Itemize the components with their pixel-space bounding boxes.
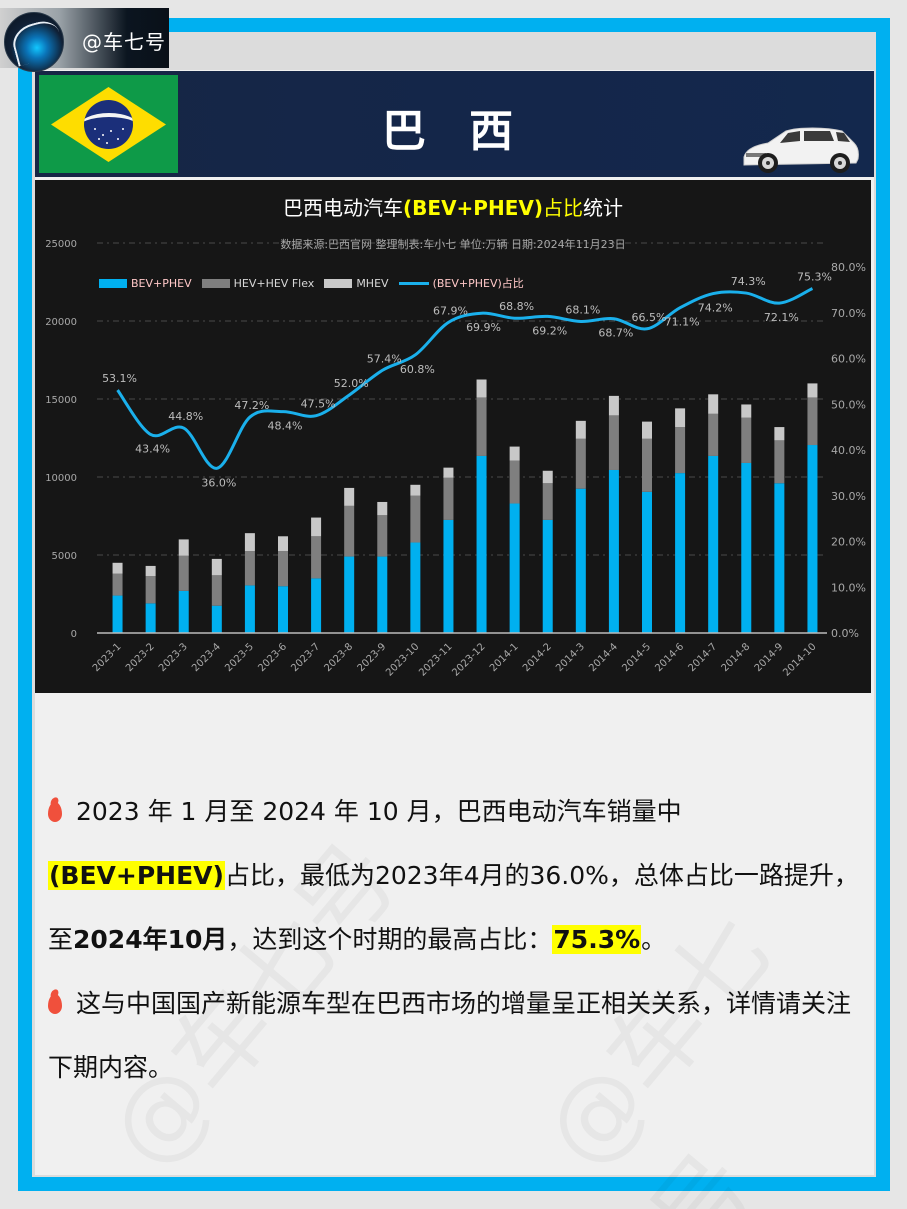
chart-subtitle: 数据来源:巴西官网 整理制表:车小七 单位:万辆 日期:2024年11月23日 xyxy=(280,238,626,251)
svg-text:75.3%: 75.3% xyxy=(797,271,832,284)
svg-text:2014-5: 2014-5 xyxy=(620,641,653,674)
legend-item-share-line: (BEV+PHEV)占比 xyxy=(398,275,524,291)
svg-text:72.1%: 72.1% xyxy=(764,311,799,324)
flame-bullet-icon xyxy=(48,994,62,1014)
svg-text:2023-2: 2023-2 xyxy=(124,641,157,674)
svg-text:43.4%: 43.4% xyxy=(135,442,170,455)
svg-text:71.1%: 71.1% xyxy=(665,316,700,329)
suv-car-icon xyxy=(743,127,859,173)
svg-text:2023-6: 2023-6 xyxy=(256,641,289,674)
svg-text:60.8%: 60.8% xyxy=(400,363,435,376)
stacked-bar-line-chart: 0 5000 10000 15000 20000 25000 0.0% 10.0% 20.0% 3… xyxy=(45,239,866,679)
svg-text:10.0%: 10.0% xyxy=(831,581,866,594)
svg-text:2014-7: 2014-7 xyxy=(686,641,719,674)
brazil-flag-icon xyxy=(39,75,178,173)
svg-text:36.0%: 36.0% xyxy=(201,476,236,489)
svg-text:50.0%: 50.0% xyxy=(831,398,866,411)
svg-text:68.8%: 68.8% xyxy=(499,300,534,313)
country-header: 巴 西 xyxy=(35,71,874,177)
author-badge[interactable]: @车七号 xyxy=(0,8,169,72)
svg-text:20.0%: 20.0% xyxy=(831,536,866,549)
svg-text:69.2%: 69.2% xyxy=(532,324,567,337)
svg-text:2014-1: 2014-1 xyxy=(488,641,521,674)
svg-text:0.0%: 0.0% xyxy=(831,627,859,640)
highlight-max-share: 75.3% xyxy=(552,925,642,954)
svg-text:30.0%: 30.0% xyxy=(831,490,866,503)
svg-text:2023-8: 2023-8 xyxy=(322,641,355,674)
svg-text:15000: 15000 xyxy=(45,395,77,406)
paragraph-2: 这与中国国产新能源车型在巴西市场的增量呈正相关关系，详情请关注下期内容。 xyxy=(48,989,852,1082)
svg-text:2014-3: 2014-3 xyxy=(554,641,587,674)
legend-item-bev-phev: BEV+PHEV xyxy=(99,277,192,290)
svg-text:74.3%: 74.3% xyxy=(731,275,766,288)
svg-text:48.4%: 48.4% xyxy=(268,420,303,433)
chart-panel: 巴西电动汽车(BEV+PHEV)占比统计 BEV+PHEV HEV+HEV Fl… xyxy=(35,180,871,693)
author-handle: @车七号 xyxy=(82,30,166,54)
author-logo-icon xyxy=(4,12,64,72)
svg-text:67.9%: 67.9% xyxy=(433,304,468,317)
svg-text:47.5%: 47.5% xyxy=(301,398,336,411)
svg-text:47.2%: 47.2% xyxy=(234,399,269,412)
svg-text:2023-4: 2023-4 xyxy=(190,641,223,674)
svg-text:2014-9: 2014-9 xyxy=(753,641,786,674)
svg-text:69.9%: 69.9% xyxy=(466,321,501,334)
svg-text:74.2%: 74.2% xyxy=(698,302,733,315)
svg-text:2014-8: 2014-8 xyxy=(720,641,753,674)
svg-text:2014-2: 2014-2 xyxy=(521,641,554,674)
svg-text:2023-1: 2023-1 xyxy=(91,641,124,674)
page-title: 巴 西 xyxy=(381,106,528,157)
svg-text:40.0%: 40.0% xyxy=(831,444,866,457)
svg-text:53.1%: 53.1% xyxy=(102,372,137,385)
legend-item-hev: HEV+HEV Flex xyxy=(201,277,314,290)
svg-text:2014-6: 2014-6 xyxy=(653,641,686,674)
svg-text:2023-10: 2023-10 xyxy=(384,641,421,678)
svg-text:70.0%: 70.0% xyxy=(831,307,866,320)
legend-item-mhev: MHEV xyxy=(324,277,389,290)
svg-text:2023-5: 2023-5 xyxy=(223,641,256,674)
svg-text:2023-7: 2023-7 xyxy=(289,641,322,674)
flame-bullet-icon xyxy=(48,802,62,822)
svg-text:44.8%: 44.8% xyxy=(168,410,203,423)
svg-text:52.0%: 52.0% xyxy=(334,377,369,390)
summary-text: 2023 年 1 月至 2024 年 10 月，巴西电动汽车销量中 (BEV+P… xyxy=(48,780,868,1100)
svg-text:60.0%: 60.0% xyxy=(831,353,866,366)
highlight-bev-phev: (BEV+PHEV) xyxy=(48,861,225,890)
svg-text:2014-10: 2014-10 xyxy=(781,641,818,678)
svg-text:68.1%: 68.1% xyxy=(565,303,600,316)
svg-text:2014-4: 2014-4 xyxy=(587,641,620,674)
svg-text:20000: 20000 xyxy=(45,317,77,328)
chart-title: 巴西电动汽车(BEV+PHEV)占比统计 xyxy=(283,196,623,220)
svg-text:2023-12: 2023-12 xyxy=(450,641,487,678)
svg-text:25000: 25000 xyxy=(45,239,77,250)
svg-text:2023-11: 2023-11 xyxy=(417,641,454,678)
svg-text:5000: 5000 xyxy=(52,551,77,562)
svg-text:2023-9: 2023-9 xyxy=(356,641,389,674)
paragraph-1: 2023 年 1 月至 2024 年 10 月，巴西电动汽车销量中 (BEV+P… xyxy=(48,797,859,954)
svg-text:68.7%: 68.7% xyxy=(598,327,633,340)
svg-text:57.4%: 57.4% xyxy=(367,352,402,365)
svg-text:10000: 10000 xyxy=(45,473,77,484)
chart-legend: BEV+PHEV HEV+HEV Flex MHEV (BEV+PHEV)占比 xyxy=(99,275,528,291)
svg-text:0: 0 xyxy=(71,629,77,640)
svg-text:66.5%: 66.5% xyxy=(632,311,667,324)
svg-text:80.0%: 80.0% xyxy=(831,261,866,274)
svg-text:2023-3: 2023-3 xyxy=(157,641,190,674)
